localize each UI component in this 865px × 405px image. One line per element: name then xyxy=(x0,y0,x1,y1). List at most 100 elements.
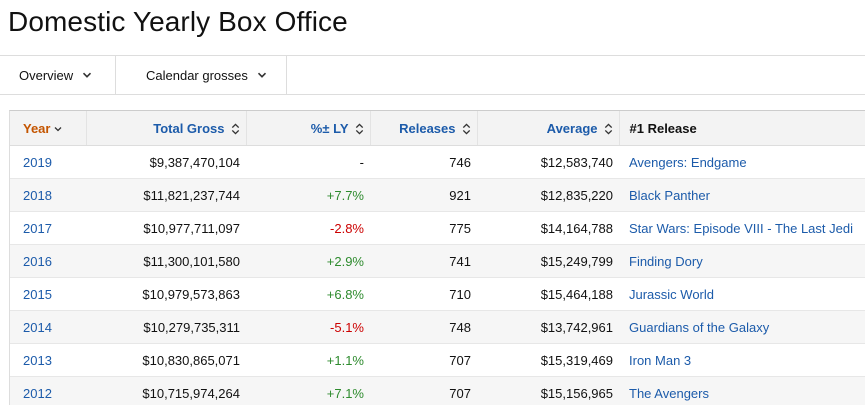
average-cell: $15,156,965 xyxy=(477,377,619,405)
top-release-link[interactable]: Finding Dory xyxy=(629,254,703,269)
top-release-link[interactable]: Star Wars: Episode VIII - The Last Jedi xyxy=(629,221,853,236)
pct-ly-cell: - xyxy=(246,146,370,179)
column-header-pct-ly[interactable]: %± LY xyxy=(246,111,370,146)
table-row: 2014 $10,279,735,311-5.1%748$13,742,961 Gu… xyxy=(10,311,865,344)
average-cell: $12,835,220 xyxy=(477,179,619,212)
box-office-table: Year Total Gross %± LY Releases Average … xyxy=(10,111,865,405)
sort-desc-icon xyxy=(54,125,62,133)
pct-ly-cell: +7.1% xyxy=(246,377,370,405)
year-link[interactable]: 2018 xyxy=(23,188,52,203)
page-title: Domestic Yearly Box Office xyxy=(8,6,348,38)
grosses-dropdown-label: Calendar grosses xyxy=(146,68,248,83)
view-toolbar: Overview Calendar grosses xyxy=(0,55,865,95)
average-cell: $15,464,188 xyxy=(477,278,619,311)
releases-cell: 741 xyxy=(370,245,477,278)
column-header-top-release-label: #1 Release xyxy=(630,121,697,136)
table-row: 2013 $10,830,865,071+1.1%707$15,319,469 Ir… xyxy=(10,344,865,377)
average-cell: $14,164,788 xyxy=(477,212,619,245)
table-row: 2012 $10,715,974,264+7.1%707$15,156,965 Th… xyxy=(10,377,865,405)
chevron-down-icon xyxy=(257,70,267,80)
top-release-link[interactable]: Iron Man 3 xyxy=(629,353,691,368)
top-release-cell: Jurassic World xyxy=(619,278,865,311)
year-cell: 2017 xyxy=(10,212,86,245)
year-cell: 2019 xyxy=(10,146,86,179)
releases-cell: 746 xyxy=(370,146,477,179)
total-gross-cell: $11,300,101,580 xyxy=(86,245,246,278)
top-release-cell: Finding Dory xyxy=(619,245,865,278)
top-release-cell: The Avengers xyxy=(619,377,865,405)
year-cell: 2015 xyxy=(10,278,86,311)
releases-cell: 707 xyxy=(370,377,477,405)
year-link[interactable]: 2015 xyxy=(23,287,52,302)
table-body: 2019 $9,387,470,104-746$12,583,740 Avenger… xyxy=(10,146,865,405)
top-release-link[interactable]: Black Panther xyxy=(629,188,710,203)
pct-ly-cell: -2.8% xyxy=(246,212,370,245)
pct-ly-cell: +7.7% xyxy=(246,179,370,212)
top-release-link[interactable]: Guardians of the Galaxy xyxy=(629,320,769,335)
column-header-average-label: Average xyxy=(547,121,598,136)
table-row: 2017 $10,977,711,097-2.8%775$14,164,788 St… xyxy=(10,212,865,245)
sort-toggle-icon xyxy=(231,123,240,135)
total-gross-cell: $10,979,573,863 xyxy=(86,278,246,311)
pct-ly-cell: +1.1% xyxy=(246,344,370,377)
top-release-cell: Star Wars: Episode VIII - The Last Jedi xyxy=(619,212,865,245)
total-gross-cell: $10,279,735,311 xyxy=(86,311,246,344)
column-header-top-release: #1 Release xyxy=(619,111,865,146)
table-row: 2015 $10,979,573,863+6.8%710$15,464,188 Ju… xyxy=(10,278,865,311)
year-link[interactable]: 2017 xyxy=(23,221,52,236)
year-cell: 2016 xyxy=(10,245,86,278)
top-release-cell: Guardians of the Galaxy xyxy=(619,311,865,344)
table-row: 2018 $11,821,237,744+7.7%921$12,835,220 Bl… xyxy=(10,179,865,212)
top-release-link[interactable]: The Avengers xyxy=(629,386,709,401)
year-cell: 2018 xyxy=(10,179,86,212)
releases-cell: 921 xyxy=(370,179,477,212)
top-release-link[interactable]: Avengers: Endgame xyxy=(629,155,747,170)
average-cell: $12,583,740 xyxy=(477,146,619,179)
column-header-year[interactable]: Year xyxy=(10,111,86,146)
year-cell: 2012 xyxy=(10,377,86,405)
year-cell: 2014 xyxy=(10,311,86,344)
grosses-dropdown[interactable]: Calendar grosses xyxy=(116,56,287,94)
year-link[interactable]: 2014 xyxy=(23,320,52,335)
year-link[interactable]: 2019 xyxy=(23,155,52,170)
column-header-total-gross[interactable]: Total Gross xyxy=(86,111,246,146)
average-cell: $13,742,961 xyxy=(477,311,619,344)
pct-ly-cell: -5.1% xyxy=(246,311,370,344)
pct-ly-cell: +2.9% xyxy=(246,245,370,278)
sort-toggle-icon xyxy=(462,123,471,135)
average-cell: $15,319,469 xyxy=(477,344,619,377)
column-header-average[interactable]: Average xyxy=(477,111,619,146)
sort-toggle-icon xyxy=(604,123,613,135)
top-release-cell: Avengers: Endgame xyxy=(619,146,865,179)
releases-cell: 710 xyxy=(370,278,477,311)
top-release-cell: Iron Man 3 xyxy=(619,344,865,377)
table-row: 2016 $11,300,101,580+2.9%741$15,249,799 Fi… xyxy=(10,245,865,278)
top-release-link[interactable]: Jurassic World xyxy=(629,287,714,302)
column-header-releases-label: Releases xyxy=(399,121,455,136)
releases-cell: 707 xyxy=(370,344,477,377)
column-header-year-label: Year xyxy=(23,121,50,136)
column-header-total-gross-label: Total Gross xyxy=(153,121,224,136)
box-office-table-container: Year Total Gross %± LY Releases Average … xyxy=(9,110,865,405)
year-link[interactable]: 2013 xyxy=(23,353,52,368)
pct-ly-cell: +6.8% xyxy=(246,278,370,311)
total-gross-cell: $9,387,470,104 xyxy=(86,146,246,179)
column-header-pct-ly-label: %± LY xyxy=(311,121,349,136)
view-dropdown[interactable]: Overview xyxy=(0,56,116,94)
year-link[interactable]: 2016 xyxy=(23,254,52,269)
sort-toggle-icon xyxy=(355,123,364,135)
total-gross-cell: $10,830,865,071 xyxy=(86,344,246,377)
total-gross-cell: $11,821,237,744 xyxy=(86,179,246,212)
year-cell: 2013 xyxy=(10,344,86,377)
total-gross-cell: $10,715,974,264 xyxy=(86,377,246,405)
releases-cell: 775 xyxy=(370,212,477,245)
average-cell: $15,249,799 xyxy=(477,245,619,278)
total-gross-cell: $10,977,711,097 xyxy=(86,212,246,245)
top-release-cell: Black Panther xyxy=(619,179,865,212)
column-header-releases[interactable]: Releases xyxy=(370,111,477,146)
table-row: 2019 $9,387,470,104-746$12,583,740 Avenger… xyxy=(10,146,865,179)
chevron-down-icon xyxy=(82,70,92,80)
table-header-row: Year Total Gross %± LY Releases Average … xyxy=(10,111,865,146)
releases-cell: 748 xyxy=(370,311,477,344)
year-link[interactable]: 2012 xyxy=(23,386,52,401)
